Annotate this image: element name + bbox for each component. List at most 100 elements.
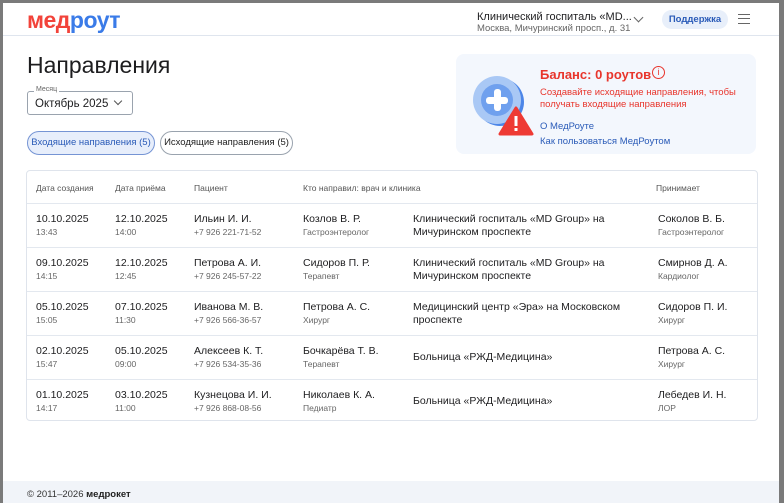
patient-text: Петрова А. И. bbox=[194, 257, 262, 269]
cell-appt: 12.10.2025 12:45 bbox=[115, 257, 168, 282]
about-link[interactable]: О МедРоуте bbox=[540, 121, 595, 132]
doctor-spec-text: Терапевт bbox=[303, 359, 340, 369]
phone-text: +7 926 221-71-52 bbox=[194, 227, 262, 237]
table-row[interactable]: 01.10.2025 14:17 03.10.2025 11:00 Кузнецова … bbox=[27, 379, 757, 423]
cell-created: 09.10.2025 14:15 bbox=[36, 257, 89, 282]
clinic-text: Больница «РЖД-Медицина» bbox=[413, 351, 553, 363]
clinic-text: Медицинский центр «Эра» на Московском пр… bbox=[413, 300, 621, 326]
cell-patient: Ильин И. И. +7 926 221-71-52 bbox=[194, 213, 261, 238]
patient-text: Иванова М. В. bbox=[194, 301, 264, 313]
receiver-text: Соколов В. Б. bbox=[658, 213, 725, 225]
created-time-text: 15:05 bbox=[36, 315, 58, 325]
created-time-text: 14:17 bbox=[36, 403, 58, 413]
receiver-text: Смирнов Д. А. bbox=[658, 257, 728, 269]
clinic-text: Клинический госпиталь «MD Group» на Мичу… bbox=[413, 212, 605, 238]
cell-patient: Иванова М. В. +7 926 566-36-57 bbox=[194, 301, 263, 326]
tab-incoming[interactable]: Входящие направления (5) bbox=[27, 131, 155, 155]
doctor-spec-text: Педиатр bbox=[303, 403, 337, 413]
cell-receiver: Лебедев И. Н. ЛОР bbox=[658, 389, 726, 414]
doctor-text: Сидоров П. Р. bbox=[303, 257, 370, 269]
cell-receiver: Сидоров П. И. Хирург bbox=[658, 301, 727, 326]
receiver-spec-text: Кардиолог bbox=[658, 271, 700, 281]
cell-clinic: Больница «РЖД-Медицина» bbox=[413, 336, 638, 379]
clinic-selector[interactable]: Клинический госпиталь «MD... Москва, Мич… bbox=[477, 11, 632, 35]
cell-doctor: Козлов В. Р. Гастроэнтеролог bbox=[303, 213, 369, 238]
cell-created: 10.10.2025 13:43 bbox=[36, 213, 89, 238]
doctor-spec-text: Гастроэнтеролог bbox=[303, 227, 370, 237]
cell-created: 05.10.2025 15:05 bbox=[36, 301, 89, 326]
clinic-text: Клинический госпиталь «MD Group» на Мичу… bbox=[413, 256, 605, 282]
cell-patient: Кузнецова И. И. +7 926 868-08-56 bbox=[194, 389, 272, 414]
table-row[interactable]: 05.10.2025 15:05 07.10.2025 11:30 Иванова М.… bbox=[27, 291, 757, 335]
balance-message: Создавайте исходящие направления, чтобы … bbox=[540, 87, 736, 110]
created-text: 02.10.2025 bbox=[36, 345, 89, 357]
top-bar: медроут Клинический госпиталь «MD... Мос… bbox=[3, 3, 779, 36]
created-text: 01.10.2025 bbox=[36, 389, 89, 401]
footer: © 2011–2026 медрокет bbox=[3, 481, 779, 503]
column-header: Пациент bbox=[194, 183, 228, 193]
menu-icon[interactable] bbox=[738, 14, 750, 24]
phone-text: +7 926 534-35-36 bbox=[194, 359, 262, 369]
phone-text: +7 926 245-57-22 bbox=[194, 271, 262, 281]
cell-appt: 03.10.2025 11:00 bbox=[115, 389, 168, 414]
howto-link[interactable]: Как пользоваться МедРоутом bbox=[540, 136, 671, 147]
table-row[interactable]: 02.10.2025 15:47 05.10.2025 09:00 Алексеев К… bbox=[27, 335, 757, 379]
doctor-spec-text: Терапевт bbox=[303, 271, 340, 281]
created-time-text: 13:43 bbox=[36, 227, 58, 237]
cell-patient: Алексеев К. Т. +7 926 534-35-36 bbox=[194, 345, 263, 370]
medical-warning-icon bbox=[473, 76, 534, 136]
balance-title: Баланс: 0 роутов bbox=[540, 67, 652, 82]
cell-receiver: Соколов В. Б. Гастроэнтеролог bbox=[658, 213, 725, 238]
clinic-name: Клинический госпиталь «MD... bbox=[477, 11, 632, 23]
cell-appt: 05.10.2025 09:00 bbox=[115, 345, 168, 370]
doctor-text: Козлов В. Р. bbox=[303, 213, 361, 225]
appt-time-text: 09:00 bbox=[115, 359, 137, 369]
created-time-text: 14:15 bbox=[36, 271, 58, 281]
clinic-address: Москва, Мичуринский просп., д. 31 bbox=[477, 23, 631, 34]
appt-time-text: 12:45 bbox=[115, 271, 137, 281]
cell-doctor: Николаев К. А. Педиатр bbox=[303, 389, 375, 414]
logo[interactable]: медроут bbox=[27, 7, 121, 34]
table-row[interactable]: 09.10.2025 14:15 12.10.2025 12:45 Петрова А.… bbox=[27, 247, 757, 291]
appt-text: 05.10.2025 bbox=[115, 345, 168, 357]
created-text: 10.10.2025 bbox=[36, 213, 89, 225]
chevron-down-icon[interactable] bbox=[633, 12, 644, 23]
appt-text: 12.10.2025 bbox=[115, 213, 168, 225]
appt-text: 03.10.2025 bbox=[115, 389, 168, 401]
receiver-spec-text: Гастроэнтеролог bbox=[658, 227, 725, 237]
table-row[interactable]: 10.10.2025 13:43 12.10.2025 14:00 Ильин И. И… bbox=[27, 203, 757, 247]
info-icon[interactable]: i bbox=[652, 66, 665, 79]
support-button[interactable]: Поддержка bbox=[662, 10, 728, 29]
month-value: Октябрь 2025 bbox=[35, 98, 109, 110]
appt-time-text: 11:30 bbox=[115, 315, 136, 325]
balance-card: Баланс: 0 роутов i Создавайте исходящие … bbox=[456, 54, 756, 154]
appt-text: 12.10.2025 bbox=[115, 257, 168, 269]
cell-created: 01.10.2025 14:17 bbox=[36, 389, 89, 414]
receiver-spec-text: ЛОР bbox=[658, 403, 676, 413]
cell-created: 02.10.2025 15:47 bbox=[36, 345, 89, 370]
logo-text-red: мед bbox=[27, 7, 70, 33]
column-header: Кто направил: врач и клиника bbox=[303, 183, 421, 193]
month-select[interactable]: Месяц Октябрь 2025 bbox=[27, 86, 133, 115]
created-time-text: 15:47 bbox=[36, 359, 58, 369]
patient-text: Ильин И. И. bbox=[194, 213, 252, 225]
footer-brand: медрокет bbox=[86, 489, 131, 500]
cell-receiver: Смирнов Д. А. Кардиолог bbox=[658, 257, 728, 282]
clinic-text: Больница «РЖД-Медицина» bbox=[413, 395, 553, 407]
chevron-down-icon bbox=[113, 96, 123, 106]
phone-text: +7 926 566-36-57 bbox=[194, 315, 262, 325]
cell-doctor: Петрова А. С. Хирург bbox=[303, 301, 370, 326]
receiver-spec-text: Хирург bbox=[658, 315, 686, 325]
doctor-spec-text: Хирург bbox=[303, 315, 331, 325]
month-label: Месяц bbox=[34, 86, 60, 93]
cell-doctor: Бочкарёва Т. В. Терапевт bbox=[303, 345, 379, 370]
receiver-text: Лебедев И. Н. bbox=[658, 389, 727, 401]
logo-text-blue: роут bbox=[69, 7, 121, 33]
patient-text: Алексеев К. Т. bbox=[194, 345, 264, 357]
tab-outgoing[interactable]: Исходящие направления (5) bbox=[160, 131, 293, 155]
copyright: © 2011–2026 bbox=[27, 489, 84, 500]
receiver-spec-text: Хирург bbox=[658, 359, 686, 369]
phone-text: +7 926 868-08-56 bbox=[194, 403, 262, 413]
doctor-text: Петрова А. С. bbox=[303, 301, 371, 313]
cell-doctor: Сидоров П. Р. Терапевт bbox=[303, 257, 370, 282]
